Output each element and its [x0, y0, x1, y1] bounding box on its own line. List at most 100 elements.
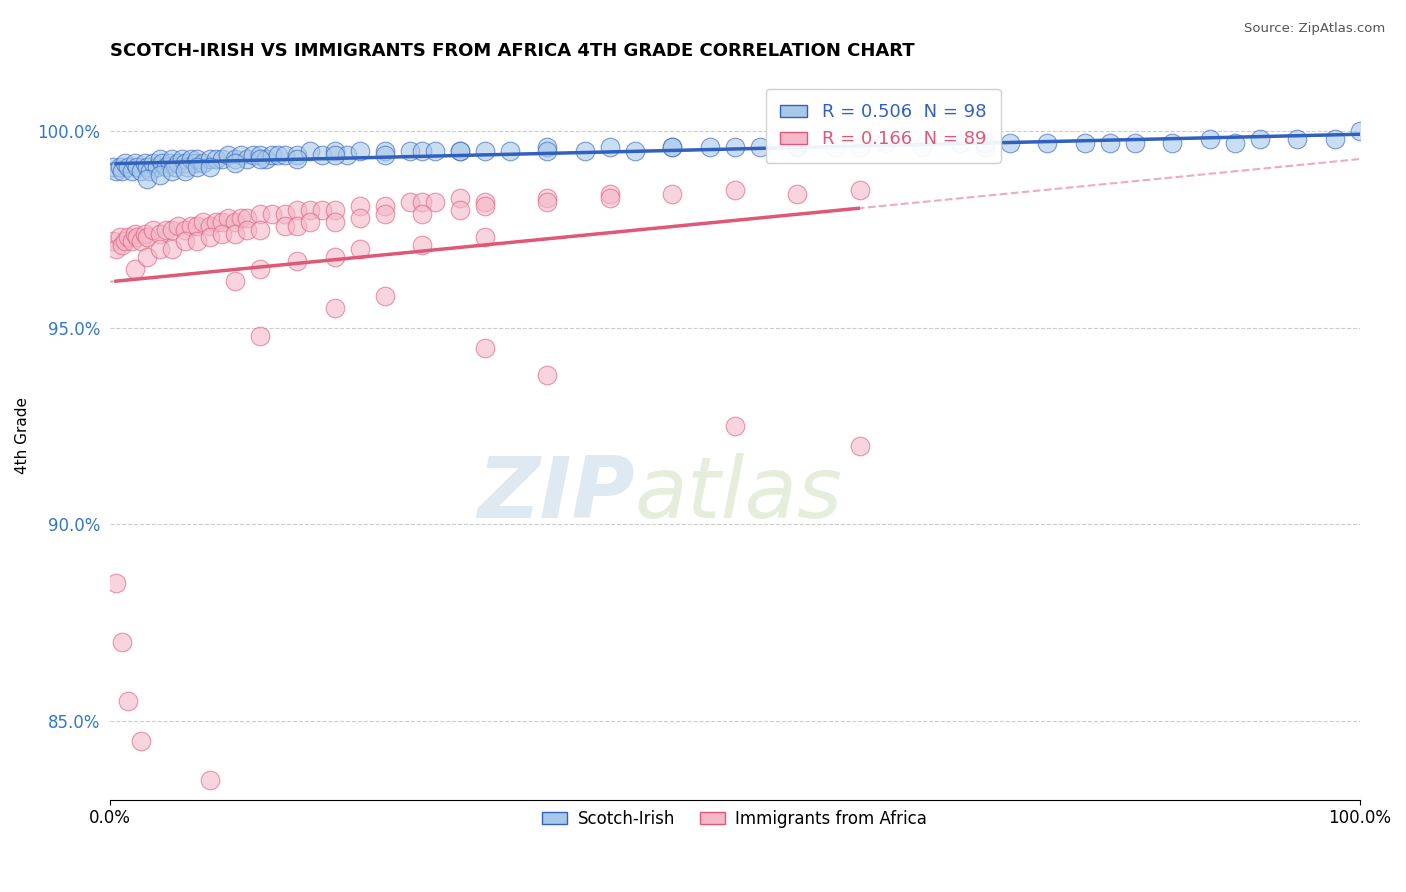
- Point: [249, 152, 271, 166]
- Point: [108, 230, 131, 244]
- Point: [536, 144, 558, 158]
- Point: [411, 144, 433, 158]
- Point: [150, 156, 173, 170]
- Point: [186, 235, 208, 249]
- Point: [124, 262, 146, 277]
- Point: [173, 235, 195, 249]
- Point: [536, 368, 558, 382]
- Point: [127, 230, 149, 244]
- Point: [311, 202, 333, 217]
- Point: [599, 140, 621, 154]
- Text: atlas: atlas: [634, 452, 842, 535]
- Point: [599, 187, 621, 202]
- Point: [211, 227, 233, 241]
- Point: [723, 140, 745, 154]
- Point: [104, 163, 127, 178]
- Point: [786, 140, 808, 154]
- Point: [198, 772, 221, 787]
- Legend: Scotch-Irish, Immigrants from Africa: Scotch-Irish, Immigrants from Africa: [536, 804, 934, 835]
- Point: [159, 156, 181, 170]
- Point: [249, 207, 271, 221]
- Point: [193, 215, 215, 229]
- Point: [449, 144, 471, 158]
- Point: [411, 195, 433, 210]
- Point: [224, 156, 246, 170]
- Point: [134, 156, 156, 170]
- Point: [198, 152, 221, 166]
- Point: [114, 156, 136, 170]
- Point: [723, 183, 745, 197]
- Point: [311, 148, 333, 162]
- Text: SCOTCH-IRISH VS IMMIGRANTS FROM AFRICA 4TH GRADE CORRELATION CHART: SCOTCH-IRISH VS IMMIGRANTS FROM AFRICA 4…: [110, 42, 914, 60]
- Point: [848, 183, 870, 197]
- Point: [536, 195, 558, 210]
- Point: [911, 140, 934, 154]
- Point: [217, 148, 239, 162]
- Point: [117, 694, 139, 708]
- Point: [180, 219, 202, 233]
- Point: [229, 211, 252, 225]
- Point: [623, 144, 645, 158]
- Point: [173, 222, 195, 236]
- Point: [824, 140, 846, 154]
- Point: [136, 171, 159, 186]
- Point: [786, 187, 808, 202]
- Point: [136, 230, 159, 244]
- Point: [138, 163, 160, 178]
- Point: [323, 148, 346, 162]
- Point: [298, 202, 321, 217]
- Point: [474, 230, 496, 244]
- Point: [142, 222, 165, 236]
- Point: [848, 140, 870, 154]
- Point: [973, 136, 995, 151]
- Point: [449, 191, 471, 205]
- Point: [136, 160, 159, 174]
- Point: [217, 211, 239, 225]
- Point: [160, 242, 183, 256]
- Point: [273, 207, 295, 221]
- Point: [285, 148, 308, 162]
- Point: [336, 148, 359, 162]
- Point: [374, 144, 396, 158]
- Point: [323, 144, 346, 158]
- Point: [121, 235, 143, 249]
- Point: [374, 207, 396, 221]
- Point: [273, 148, 295, 162]
- Point: [224, 152, 246, 166]
- Point: [108, 160, 131, 174]
- Point: [117, 230, 139, 244]
- Point: [536, 140, 558, 154]
- Point: [285, 202, 308, 217]
- Point: [146, 160, 169, 174]
- Point: [267, 148, 290, 162]
- Point: [349, 144, 371, 158]
- Point: [285, 152, 308, 166]
- Point: [224, 215, 246, 229]
- Point: [173, 163, 195, 178]
- Point: [599, 191, 621, 205]
- Point: [1249, 132, 1271, 146]
- Point: [121, 163, 143, 178]
- Point: [1161, 136, 1184, 151]
- Point: [186, 160, 208, 174]
- Point: [661, 140, 683, 154]
- Point: [474, 341, 496, 355]
- Point: [449, 202, 471, 217]
- Point: [149, 152, 172, 166]
- Point: [536, 191, 558, 205]
- Point: [149, 168, 172, 182]
- Point: [574, 144, 596, 158]
- Point: [848, 439, 870, 453]
- Point: [786, 140, 808, 154]
- Point: [262, 207, 284, 221]
- Point: [249, 328, 271, 343]
- Point: [249, 148, 271, 162]
- Point: [398, 144, 420, 158]
- Point: [1198, 132, 1220, 146]
- Point: [149, 242, 172, 256]
- Point: [183, 156, 205, 170]
- Point: [180, 152, 202, 166]
- Point: [104, 576, 127, 591]
- Point: [155, 222, 177, 236]
- Point: [129, 733, 152, 747]
